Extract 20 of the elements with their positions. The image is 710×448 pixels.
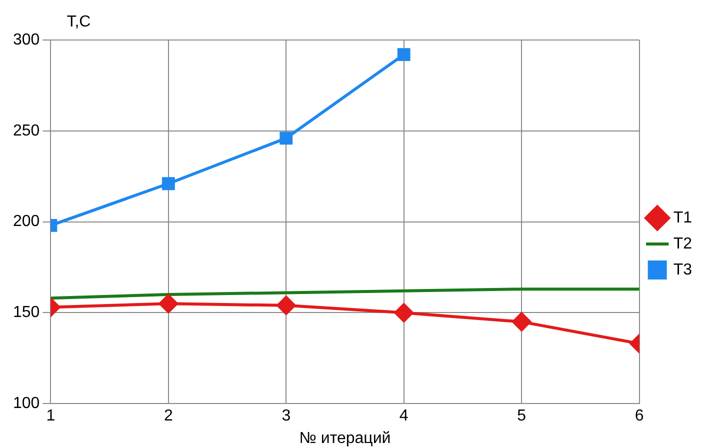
point — [397, 48, 410, 61]
x-tick-label: 6 — [634, 408, 644, 425]
x-tick-label: 5 — [517, 408, 526, 425]
point — [276, 296, 296, 315]
x-axis-title: № итераций — [299, 430, 391, 447]
y-tick-label: 300 — [12, 31, 40, 48]
y-tick-label: 250 — [12, 122, 40, 140]
y-axis-title: T,C — [66, 13, 91, 30]
legend-label: T2 — [673, 235, 692, 252]
x-tick-label: 2 — [164, 408, 173, 425]
legend-label: T3 — [673, 261, 692, 278]
x-tick-label: 3 — [282, 408, 291, 425]
point — [394, 303, 414, 322]
x-tick-label: 1 — [46, 408, 56, 425]
point — [280, 132, 293, 145]
y-tick-label: 150 — [12, 304, 40, 322]
x-tick-label: 4 — [399, 408, 408, 425]
legend-label: T1 — [673, 209, 692, 226]
y-tick-label: 200 — [12, 213, 40, 230]
y-tick-label: 100 — [12, 395, 40, 412]
